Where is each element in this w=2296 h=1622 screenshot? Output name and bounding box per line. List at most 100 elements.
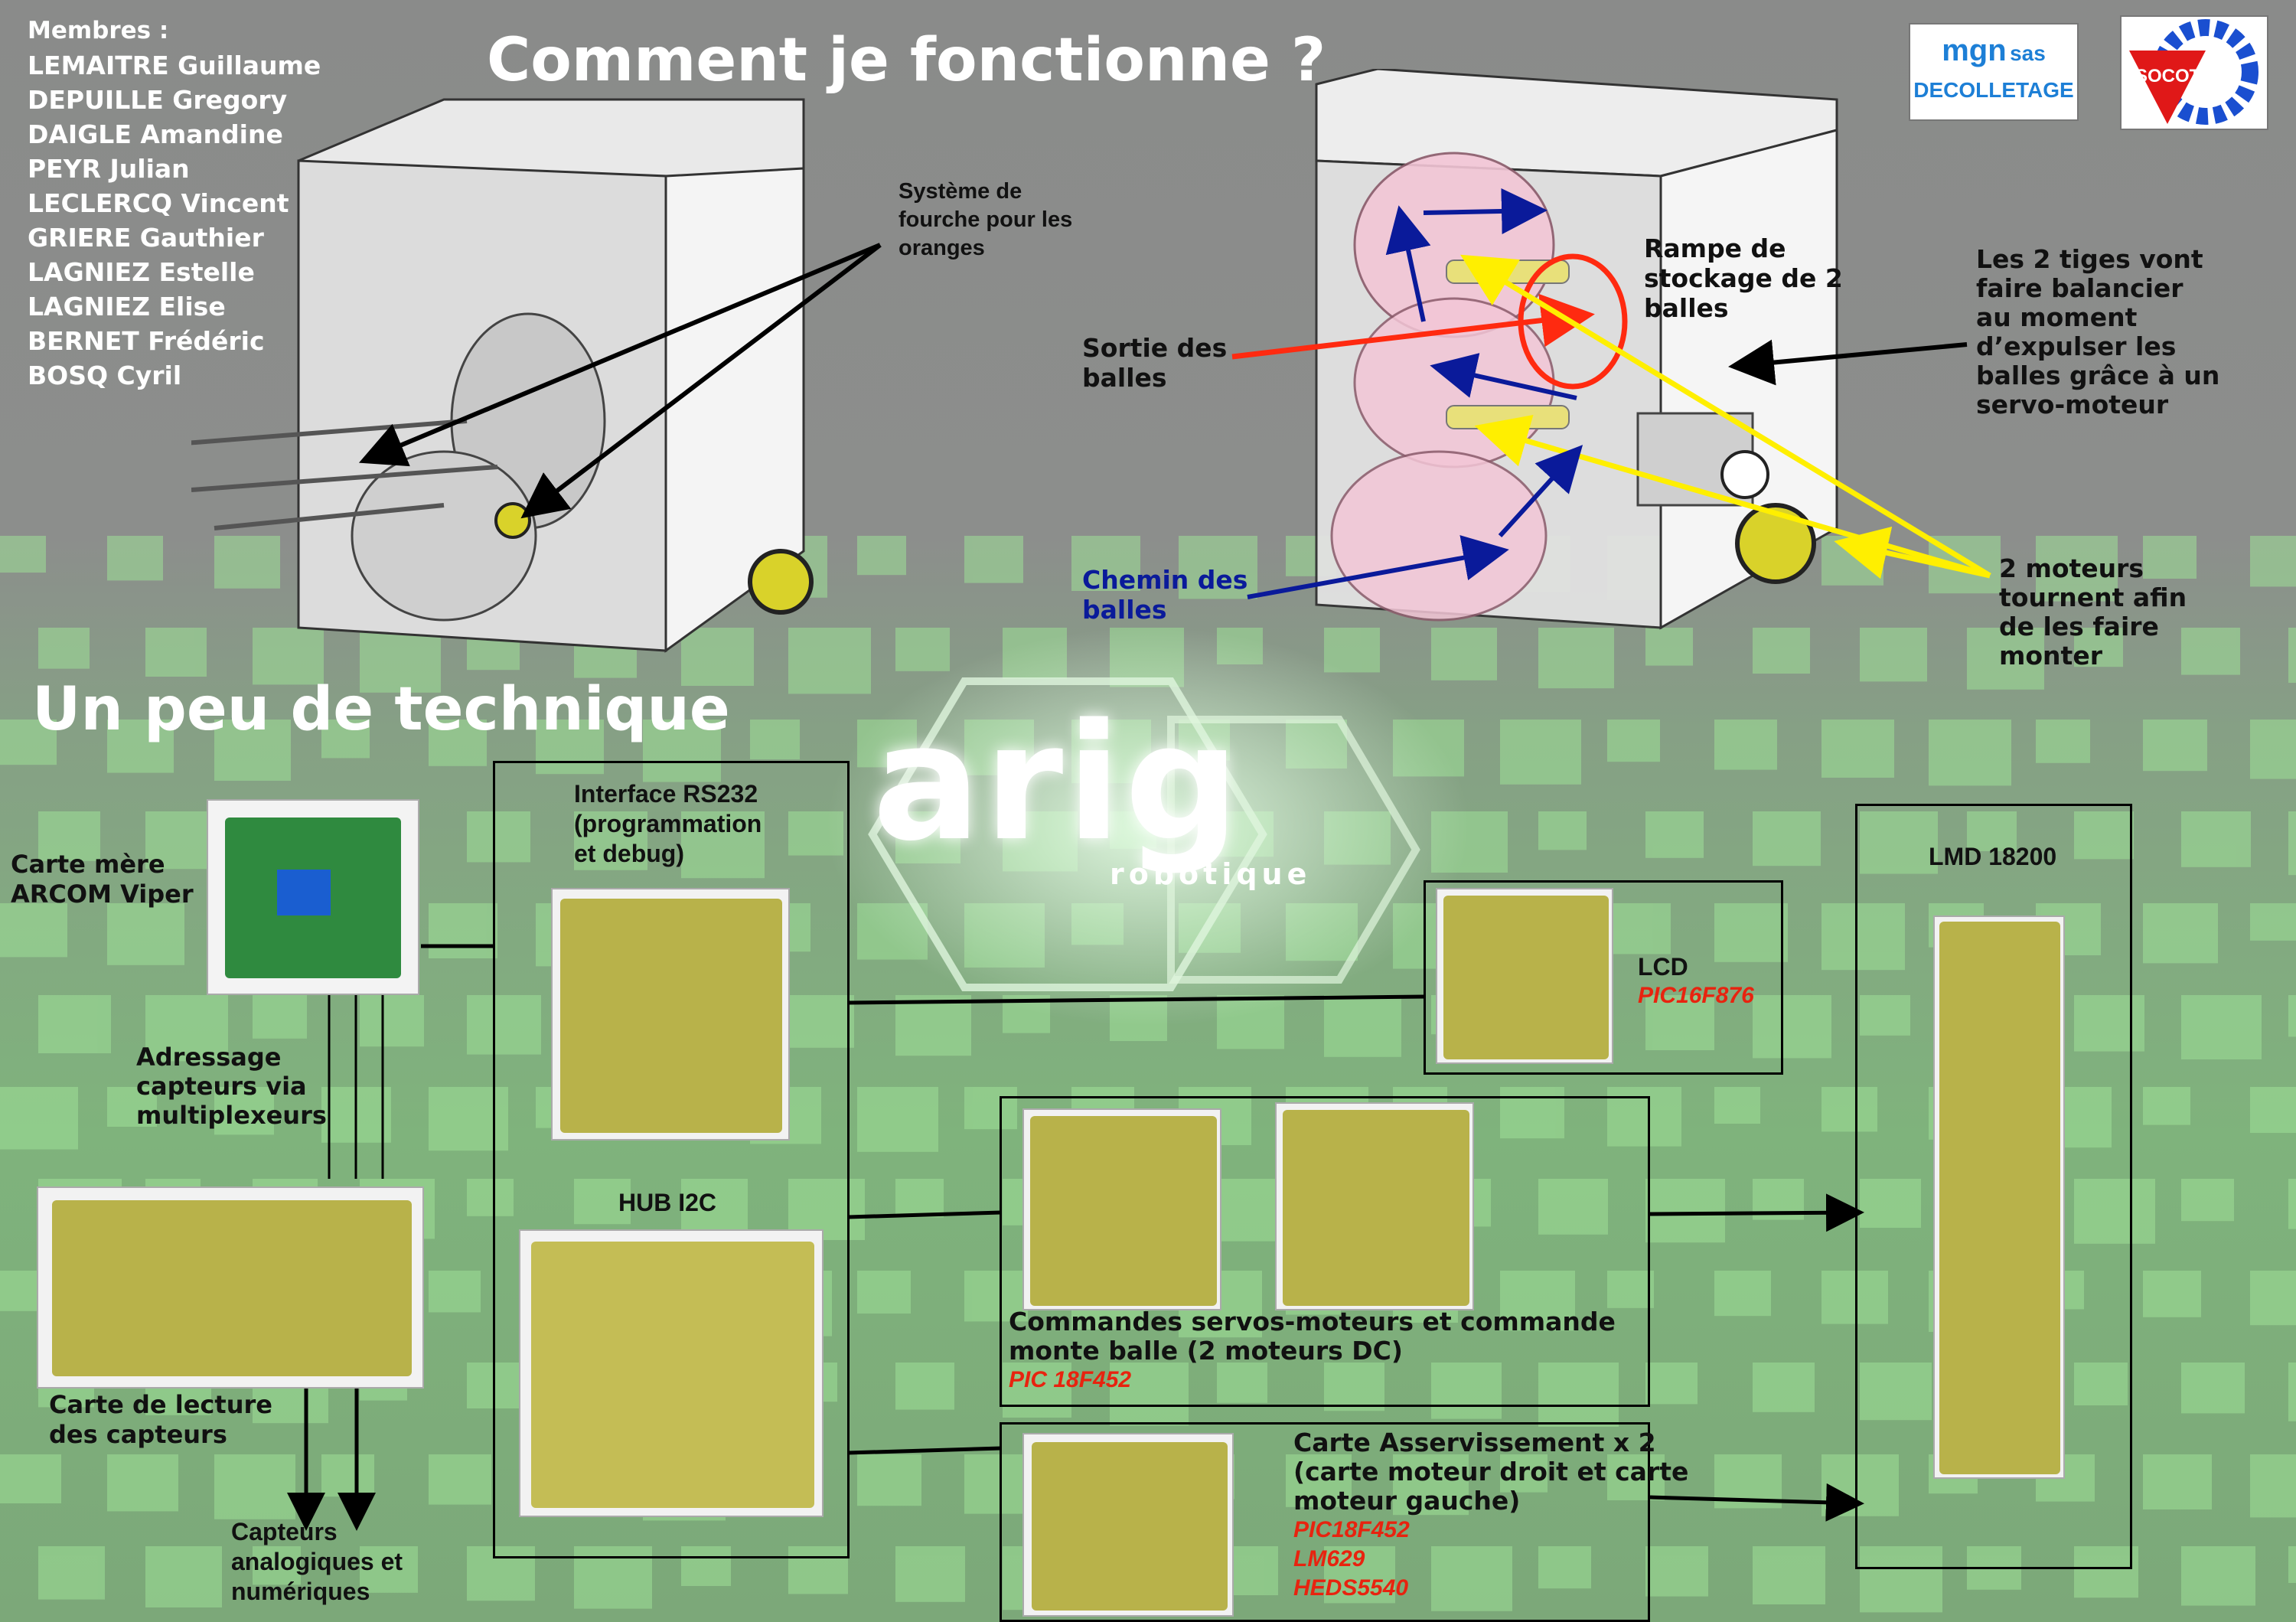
background-tile	[788, 1546, 848, 1594]
background-tile	[1821, 1271, 1888, 1324]
background-tile	[1860, 1546, 1942, 1613]
addressing-label-line: multiplexeurs	[136, 1101, 327, 1130]
background-tile	[964, 536, 1023, 583]
background-tile	[107, 903, 184, 965]
background-tile	[2250, 720, 2296, 779]
rods-label-line: Les 2 tiges vont	[1976, 244, 2203, 274]
background-tile	[643, 720, 721, 782]
mgn-sas-text: sas	[2010, 41, 2046, 65]
background-tile	[857, 536, 906, 576]
background-tile	[467, 1179, 514, 1216]
background-tile	[1860, 628, 1927, 682]
member-name: BOSQ Cyril	[28, 361, 182, 390]
members-list: Membres : LEMAITRE Guillaume DEPUILLE Gr…	[28, 14, 321, 393]
background-tile	[360, 1546, 418, 1593]
background-tile	[681, 1546, 731, 1586]
background-tile	[253, 628, 324, 685]
fork-label-line: fourche pour les	[899, 207, 1073, 232]
background-tile	[38, 811, 100, 861]
background-tile	[2250, 1087, 2296, 1133]
background-tile	[145, 811, 217, 870]
how-it-works-title: Comment je fonctionne ?	[487, 26, 1326, 95]
background-tile	[1753, 811, 1821, 866]
rs232-label-line: Interface RS232	[574, 780, 758, 808]
ramp-label-line: stockage de 2	[1644, 263, 1843, 293]
background-tile	[895, 1179, 944, 1218]
background-tile	[2250, 1454, 2296, 1518]
lcd-board-image	[1436, 888, 1613, 1064]
background-tile	[750, 720, 800, 759]
member-name: LAGNIEZ Elise	[28, 292, 226, 321]
hub-i2c-label: HUB I2C	[618, 1189, 717, 1216]
asserv-label: Carte Asservissement x 2 (carte moteur d…	[1293, 1428, 1688, 1603]
servo-board-1-image	[1022, 1108, 1221, 1310]
background-tile	[857, 1454, 921, 1506]
background-tile	[1714, 1087, 1760, 1124]
exit-label-line: Sortie des	[1082, 333, 1228, 363]
sensors-label-line: analogiques et	[231, 1548, 403, 1575]
background-tile	[895, 1546, 965, 1602]
asserv-label-line: Carte Asservissement x 2	[1293, 1428, 1656, 1457]
background-tile	[1607, 1454, 1665, 1500]
interface-hub-box	[493, 761, 850, 1558]
background-tile	[2250, 1271, 2296, 1326]
background-tile	[2143, 1087, 2190, 1125]
fork-label-line: Système de	[899, 179, 1022, 204]
sensors-label: Capteurs analogiques et numériques	[231, 1517, 403, 1607]
background-tile	[2074, 1179, 2155, 1244]
rods-label-line: balles grâce à un	[1976, 361, 2220, 390]
background-tile	[214, 720, 291, 781]
motherboard-label-line: Carte mère	[11, 850, 165, 879]
servo-board-2-image	[1275, 1102, 1474, 1310]
background-tile	[2288, 1363, 2296, 1421]
ramp-label: Rampe de stockage de 2 balles	[1644, 233, 1843, 323]
background-tile	[2250, 903, 2296, 941]
background-tile	[214, 1454, 295, 1519]
motors-label-line: 2 moteurs	[1999, 553, 2144, 583]
asserv-label-line: moteur gauche)	[1293, 1486, 1521, 1516]
arig-subtext: robotique	[1110, 857, 1312, 891]
background-tile	[1821, 1087, 1877, 1132]
background-tile	[145, 995, 228, 1062]
background-tile	[1538, 1546, 1591, 1589]
ramp-label-line: Rampe de	[1644, 233, 1786, 263]
arig-logo: arig robotique	[850, 674, 1446, 995]
member-name: DEPUILLE Gregory	[28, 85, 288, 115]
background-tile	[1500, 1087, 1564, 1139]
background-tile	[2288, 995, 2296, 1037]
background-tile	[1645, 1179, 1725, 1243]
servo-label-line: monte balle (2 moteurs DC)	[1009, 1336, 1403, 1366]
member-name: DAIGLE Amandine	[28, 119, 283, 149]
background-tile	[38, 995, 111, 1053]
background-tile	[1860, 1363, 1932, 1421]
background-tile	[2181, 1546, 2255, 1606]
background-tile	[1500, 1271, 1575, 1331]
motors-label: 2 moteurs tournent afin de les faire mon…	[1999, 554, 2187, 671]
background-tile	[1753, 995, 1831, 1059]
background-tile	[574, 1179, 631, 1225]
asserv-board-image	[1022, 1433, 1234, 1617]
ramp-label-line: balles	[1644, 293, 1729, 323]
background-tile	[1607, 720, 1660, 762]
background-tile	[788, 628, 871, 694]
asserv-label-line: (carte moteur droit et carte	[1293, 1457, 1689, 1487]
background-tile	[38, 1546, 105, 1600]
background-tile	[1645, 1363, 1698, 1405]
background-tile	[2036, 536, 2118, 602]
background-tile	[0, 903, 67, 958]
gear-icon	[2129, 19, 2258, 125]
addressing-label: Adressage capteurs via multiplexeurs	[136, 1043, 327, 1130]
background-tile	[2143, 903, 2218, 964]
socotech-logo: SOCOTECH	[2120, 15, 2268, 130]
mgn-decolletage-logo: mgn sas DECOLLETAGE	[1909, 23, 2079, 121]
motors-label-line: de les faire	[1999, 612, 2159, 641]
rods-label-line: faire balancier	[1976, 273, 2183, 303]
background-tile	[1286, 1454, 1352, 1507]
lcd-box	[1424, 880, 1783, 1075]
addressing-label-line: capteurs via	[136, 1072, 307, 1101]
member-name: LEMAITRE Guillaume	[28, 51, 321, 80]
background-tile	[1714, 903, 1788, 962]
background-tile	[964, 1087, 1017, 1130]
background-tile	[38, 628, 90, 669]
